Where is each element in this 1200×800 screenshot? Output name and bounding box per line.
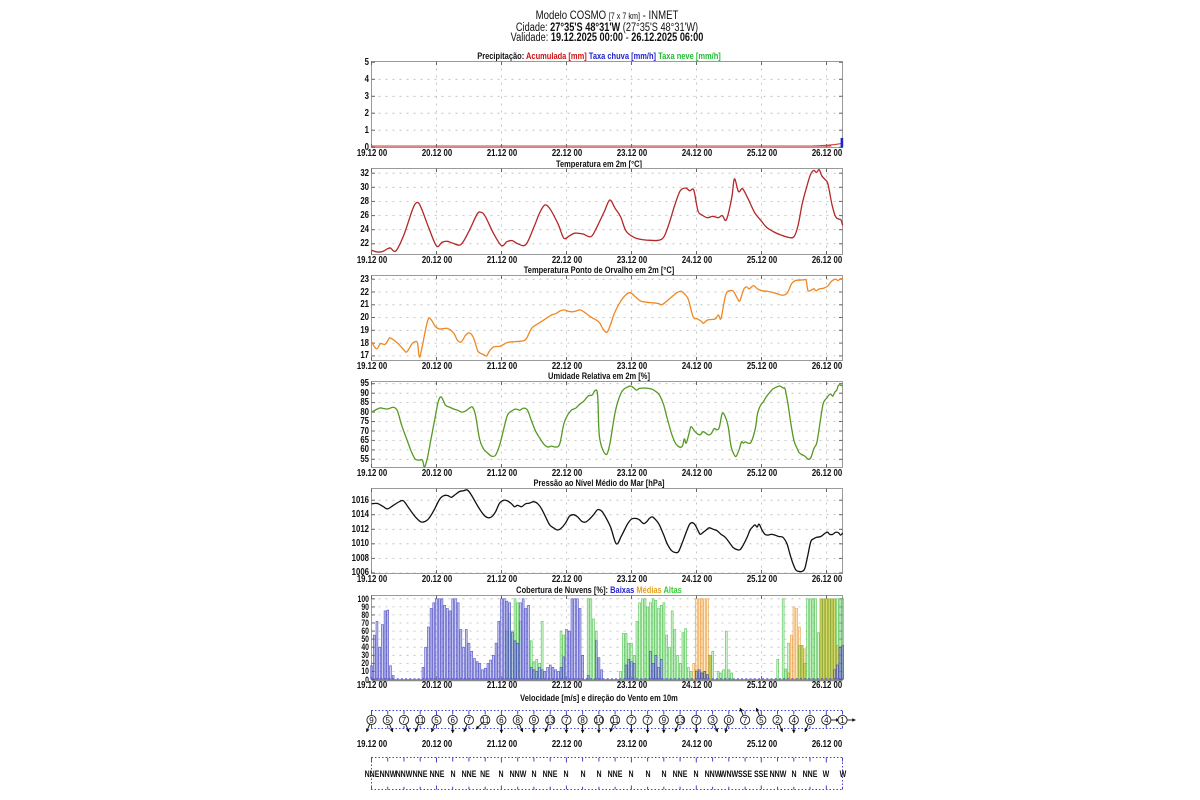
svg-text:0: 0 [727,716,732,725]
svg-text:13: 13 [676,716,685,725]
svg-text:7: 7 [402,716,407,725]
svg-text:7: 7 [694,716,699,725]
svg-text:7: 7 [743,716,748,725]
svg-text:7: 7 [645,716,650,725]
svg-text:4: 4 [824,716,829,725]
svg-text:6: 6 [499,716,504,725]
svg-text:11: 11 [481,716,490,725]
svg-text:7: 7 [629,716,634,725]
svg-text:9: 9 [532,716,537,725]
svg-text:7: 7 [564,716,569,725]
svg-text:5: 5 [385,716,390,725]
svg-text:9: 9 [662,716,667,725]
svg-text:6: 6 [450,716,455,725]
svg-text:8: 8 [580,716,585,725]
svg-text:8: 8 [515,716,520,725]
svg-text:13: 13 [546,716,555,725]
svg-text:5: 5 [434,716,439,725]
svg-text:7: 7 [467,716,472,725]
svg-text:11: 11 [611,716,620,725]
svg-text:10: 10 [594,716,603,725]
svg-text:3: 3 [710,716,715,725]
svg-text:5: 5 [759,716,764,725]
svg-text:4: 4 [792,716,797,725]
svg-text:2: 2 [775,716,780,725]
svg-text:1: 1 [840,716,845,725]
svg-text:6: 6 [808,716,813,725]
svg-text:11: 11 [416,716,425,725]
svg-text:9: 9 [369,716,374,725]
